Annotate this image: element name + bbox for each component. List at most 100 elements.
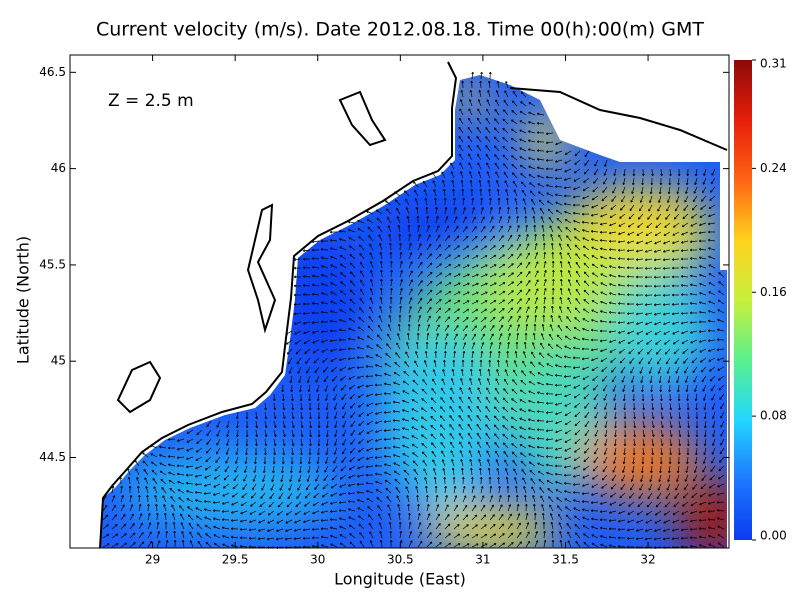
current-arrow-head bbox=[662, 303, 666, 306]
current-arrow-head bbox=[608, 248, 612, 251]
current-arrow bbox=[684, 195, 689, 203]
current-arrow bbox=[708, 273, 716, 278]
current-arrow bbox=[302, 276, 311, 278]
current-arrow-head bbox=[550, 242, 554, 246]
current-arrow bbox=[477, 108, 482, 116]
current-arrow bbox=[611, 195, 617, 202]
current-arrow-head bbox=[671, 312, 675, 316]
current-arrow bbox=[525, 252, 530, 260]
current-arrow-head bbox=[472, 342, 476, 345]
current-arrow bbox=[528, 139, 536, 143]
current-arrow-head bbox=[566, 235, 569, 238]
current-arrow-head bbox=[376, 344, 379, 347]
current-arrow-head bbox=[584, 163, 587, 166]
current-arrow bbox=[622, 186, 626, 194]
current-arrow-head bbox=[448, 254, 451, 257]
current-arrow bbox=[462, 207, 466, 215]
current-arrow bbox=[708, 310, 716, 314]
current-arrow-head bbox=[500, 324, 504, 328]
current-arrow bbox=[502, 128, 509, 134]
current-arrow-head bbox=[626, 293, 630, 297]
current-arrow-head bbox=[321, 282, 324, 286]
current-arrow-head bbox=[574, 236, 577, 239]
current-arrow-head bbox=[673, 216, 677, 220]
current-arrow bbox=[645, 330, 653, 335]
current-arrow-head bbox=[708, 264, 711, 267]
current-arrow-head bbox=[716, 338, 720, 342]
current-arrow bbox=[497, 81, 500, 89]
current-arrow bbox=[487, 90, 491, 98]
current-arrow-head bbox=[485, 136, 488, 139]
current-arrow-head bbox=[718, 290, 721, 293]
current-arrow-head bbox=[575, 270, 579, 274]
current-arrow-head bbox=[567, 279, 571, 282]
current-arrow bbox=[699, 348, 707, 353]
current-arrow bbox=[507, 234, 513, 242]
current-arrow-head bbox=[410, 288, 413, 291]
current-arrow bbox=[644, 267, 653, 269]
current-arrow bbox=[476, 145, 482, 152]
current-arrow-head bbox=[387, 333, 390, 337]
current-arrow bbox=[537, 183, 545, 188]
current-arrow bbox=[366, 218, 374, 224]
current-arrow-head bbox=[454, 342, 457, 345]
current-arrow bbox=[717, 319, 725, 323]
current-arrow-head bbox=[464, 333, 467, 337]
current-arrow-head bbox=[519, 164, 523, 168]
current-arrow bbox=[618, 275, 626, 278]
current-arrow-head bbox=[682, 216, 686, 220]
current-arrow-head bbox=[463, 207, 466, 210]
current-arrow-head bbox=[417, 323, 421, 327]
current-arrow bbox=[294, 330, 302, 335]
current-arrow-head bbox=[468, 117, 471, 121]
colorbar bbox=[734, 60, 752, 540]
current-arrow bbox=[559, 306, 563, 314]
current-arrow-head bbox=[469, 171, 472, 174]
chart-title: Current velocity (m/s). Date 2012.08.18.… bbox=[96, 19, 704, 41]
current-arrow bbox=[435, 234, 441, 242]
current-arrow-head bbox=[535, 297, 539, 300]
current-arrow bbox=[389, 243, 392, 251]
current-arrow-head bbox=[420, 289, 423, 292]
current-arrow-head bbox=[311, 302, 315, 305]
current-arrow-head bbox=[405, 207, 409, 210]
current-arrow bbox=[387, 225, 392, 233]
current-arrow-head bbox=[559, 251, 563, 255]
current-arrow bbox=[502, 137, 509, 143]
current-arrow-head bbox=[594, 163, 597, 167]
current-arrow bbox=[479, 90, 482, 98]
current-arrow bbox=[505, 81, 509, 89]
current-arrow bbox=[369, 252, 374, 260]
current-arrow bbox=[494, 109, 500, 116]
y-tick-label: 44.5 bbox=[39, 450, 66, 464]
current-arrow-head bbox=[398, 233, 402, 237]
current-arrow bbox=[513, 189, 518, 197]
current-arrow-head bbox=[447, 244, 451, 248]
current-arrow-head bbox=[591, 205, 594, 209]
current-arrow bbox=[516, 253, 522, 260]
current-arrow bbox=[618, 284, 626, 287]
current-arrow-head bbox=[470, 80, 474, 84]
current-arrow-head bbox=[512, 90, 516, 94]
current-arrow bbox=[681, 321, 689, 324]
current-arrow bbox=[699, 222, 707, 226]
current-arrow bbox=[489, 197, 491, 206]
current-arrow bbox=[629, 357, 635, 364]
current-arrow-head bbox=[420, 280, 423, 283]
current-arrow-head bbox=[517, 225, 520, 228]
current-arrow bbox=[398, 225, 401, 233]
current-arrow bbox=[498, 244, 505, 251]
current-arrow-head bbox=[455, 225, 459, 229]
current-arrow-head bbox=[419, 252, 423, 256]
current-arrow-head bbox=[366, 218, 370, 222]
current-arrow-head bbox=[499, 216, 503, 219]
current-arrow bbox=[470, 90, 473, 98]
current-arrow bbox=[379, 243, 383, 251]
current-arrow-head bbox=[510, 253, 514, 257]
current-arrow-head bbox=[646, 351, 650, 355]
current-arrow-head bbox=[619, 216, 622, 219]
current-arrow bbox=[453, 342, 457, 350]
x-tick-label: 29.5 bbox=[222, 553, 249, 567]
current-arrow bbox=[498, 273, 506, 278]
current-arrow-head bbox=[546, 184, 549, 187]
